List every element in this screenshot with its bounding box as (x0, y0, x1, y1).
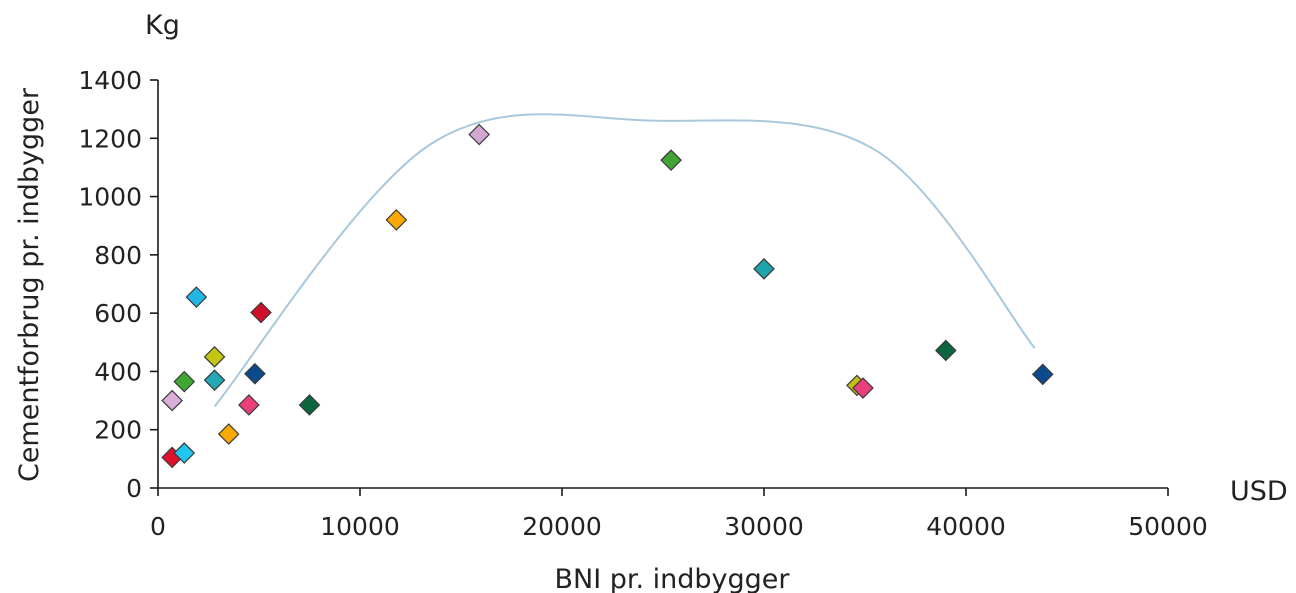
y-ticks: 0 200 400 600 800 1000 1200 1400 (78, 66, 158, 503)
data-point (250, 301, 272, 324)
data-point (185, 286, 208, 308)
x-axis-title: BNI pr. indbygger (554, 564, 790, 593)
x-tick-label: 20000 (522, 512, 602, 541)
y-tick-label: 1200 (78, 124, 142, 153)
data-point (238, 394, 260, 416)
data-point (217, 423, 240, 445)
data-point (173, 442, 196, 464)
data-point (161, 389, 183, 412)
y-tick-label: 400 (94, 357, 142, 386)
x-tick-label: 10000 (320, 512, 400, 541)
data-point (1031, 363, 1054, 386)
y-unit-label: Kg (145, 10, 180, 41)
trend-curve (213, 113, 1036, 408)
data-point (468, 123, 491, 146)
data-point (203, 346, 226, 368)
x-tick-label: 0 (150, 512, 166, 541)
x-tick-label: 50000 (1128, 512, 1208, 541)
data-point (173, 370, 196, 393)
x-ticks: 0 10000 20000 30000 40000 50000 (150, 488, 1208, 541)
data-point (753, 257, 775, 280)
axes: 0 200 400 600 800 1000 1200 1400 0 10000 20000 300… (78, 66, 1207, 541)
y-tick-label: 1000 (78, 183, 142, 212)
data-point (203, 369, 226, 392)
y-tick-label: 0 (126, 474, 142, 503)
x-unit-label: USD (1230, 476, 1288, 507)
trend-curve-group (213, 113, 1036, 408)
data-point (660, 149, 682, 171)
x-tick-label: 30000 (724, 512, 804, 541)
data-point (298, 394, 321, 416)
x-tick-label: 40000 (926, 512, 1006, 541)
data-point (934, 339, 957, 362)
y-tick-label: 200 (94, 416, 142, 445)
y-axis-title: Cementforbrug pr. indbygger (14, 87, 45, 482)
data-point (385, 209, 408, 231)
y-tick-label: 800 (94, 241, 142, 270)
data-point (852, 377, 874, 399)
data-points (161, 123, 1054, 469)
data-point (244, 362, 266, 385)
y-tick-label: 1400 (78, 66, 142, 95)
y-tick-label: 600 (94, 299, 142, 328)
